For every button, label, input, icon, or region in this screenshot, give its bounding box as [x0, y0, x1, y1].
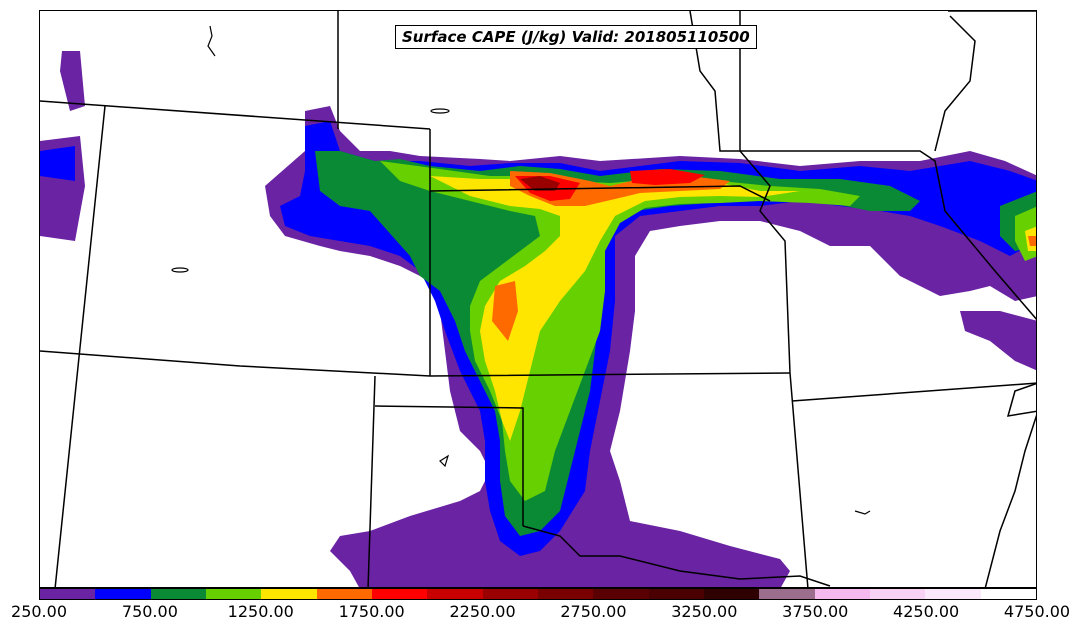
colorbar-swatch [703, 589, 760, 599]
colorbar-tick-label: 2750.00 [560, 602, 627, 621]
colorbar-tick-label: 750.00 [121, 602, 178, 621]
colorbar-swatch [537, 589, 594, 599]
colorbar-swatch [427, 589, 483, 599]
cape-band-3750 [520, 176, 560, 191]
lakes [171, 25, 871, 515]
cape-band-2250 [430, 176, 1036, 441]
colorbar-labels: 250.00 750.00 1250.00 1750.00 2250.00 2750.00… [0, 600, 1081, 624]
cape-band-1750 [380, 161, 1036, 501]
colorbar-swatch [482, 589, 538, 599]
colorbar-tick-label: 4750.00 [1003, 602, 1071, 621]
colorbar-swatch [205, 589, 262, 599]
colorbar-swatch [150, 589, 206, 599]
colorbar-swatch [980, 589, 1036, 599]
colorbar-swatch [925, 589, 981, 599]
map-title: Surface CAPE (J/kg) Valid: 201805110500 [395, 25, 757, 49]
colorbar-swatch [40, 589, 96, 599]
colorbar-tick-label: 3750.00 [782, 602, 849, 621]
colorbar-swatch [95, 589, 151, 599]
colorbar-swatch [648, 589, 704, 599]
colorbar-tick-label: 250.00 [11, 602, 67, 621]
colorbar-swatch [759, 589, 815, 599]
colorbar [39, 588, 1037, 600]
map-panel: Surface CAPE (J/kg) Valid: 201805110500 [39, 10, 1037, 588]
colorbar-tick-label: 3250.00 [671, 602, 738, 621]
colorbar-tick-label: 1250.00 [227, 602, 294, 621]
cape-contours [40, 51, 1036, 587]
colorbar-tick-label: 1750.00 [338, 602, 405, 621]
colorbar-swatch [261, 589, 317, 599]
colorbar-swatch [869, 589, 926, 599]
colorbar-swatch [593, 589, 649, 599]
colorbar-swatch [371, 589, 428, 599]
state-boundaries [40, 11, 1036, 587]
colorbar-swatch [814, 589, 870, 599]
colorbar-tick-label: 2250.00 [449, 602, 516, 621]
cape-map [40, 11, 1036, 587]
cape-band-3250 [515, 169, 705, 201]
colorbar-tick-label: 4250.00 [893, 602, 960, 621]
colorbar-swatch [316, 589, 372, 599]
cape-band-1250 [315, 151, 1036, 536]
